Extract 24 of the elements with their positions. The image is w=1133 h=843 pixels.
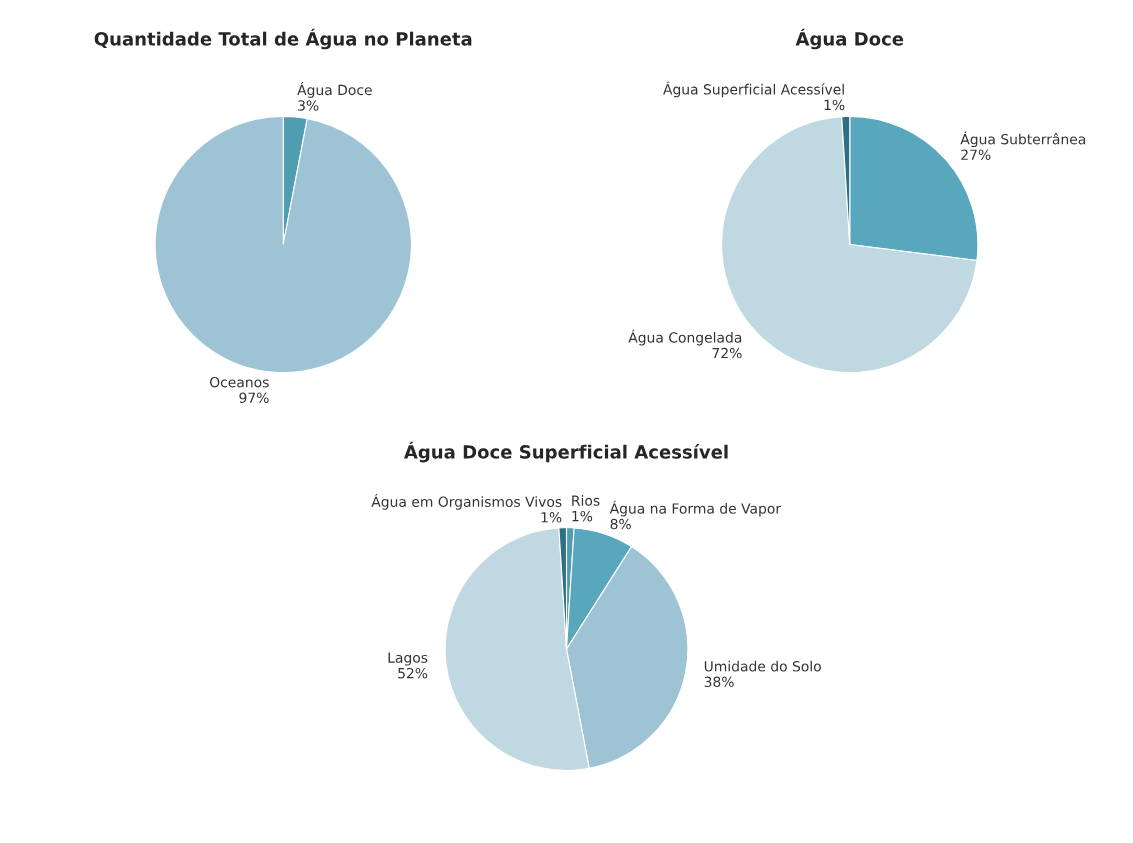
slice-label: Umidade do Solo	[704, 660, 821, 672]
slice-label: Rios	[572, 495, 600, 506]
slice-label: Água Doce	[297, 82, 372, 98]
slice-label: Lagos	[388, 652, 428, 666]
data-label: 52%	[398, 667, 428, 679]
slice-label: Água na Forma de Vapor	[609, 500, 782, 517]
chart-title: Água Doce Superficial Acessível	[403, 441, 728, 463]
data-label: 1%	[572, 510, 593, 522]
data-label: 1%	[541, 512, 562, 523]
slice-label: Água Superficial Acessível	[663, 81, 844, 98]
slice-label: Água Congelada	[628, 329, 742, 346]
data-label: 27%	[961, 149, 991, 160]
data-label: 8%	[610, 518, 631, 530]
data-label: 72%	[712, 347, 742, 359]
slice-label: Água em Organismos Vivos	[371, 493, 562, 510]
data-label: 1%	[824, 99, 845, 111]
data-label: 97%	[239, 392, 269, 403]
data-label: 38%	[704, 676, 734, 688]
pie-slice	[154, 115, 412, 374]
data-label: 3%	[298, 100, 319, 111]
slice-label: Água Subterrânea	[960, 131, 1086, 148]
chart-title: Água Doce	[795, 28, 904, 50]
chart-title: Quantidade Total de Água no Planeta	[94, 28, 472, 50]
slice-label: Oceanos	[210, 376, 269, 388]
